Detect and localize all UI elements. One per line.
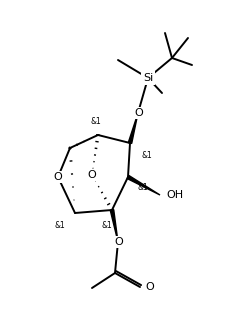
Text: OH: OH	[166, 190, 183, 200]
Text: O: O	[88, 170, 96, 180]
Text: &1: &1	[91, 117, 101, 127]
Polygon shape	[128, 113, 138, 143]
Polygon shape	[110, 210, 118, 242]
Text: &1: &1	[142, 151, 152, 159]
Text: O: O	[135, 108, 143, 118]
Text: &1: &1	[55, 220, 65, 230]
Text: &1: &1	[102, 220, 112, 230]
Text: O: O	[115, 237, 123, 247]
Text: &1: &1	[138, 183, 148, 193]
Text: O: O	[54, 172, 62, 182]
Text: O: O	[145, 282, 154, 292]
Text: Si: Si	[143, 73, 153, 83]
Polygon shape	[127, 175, 160, 195]
